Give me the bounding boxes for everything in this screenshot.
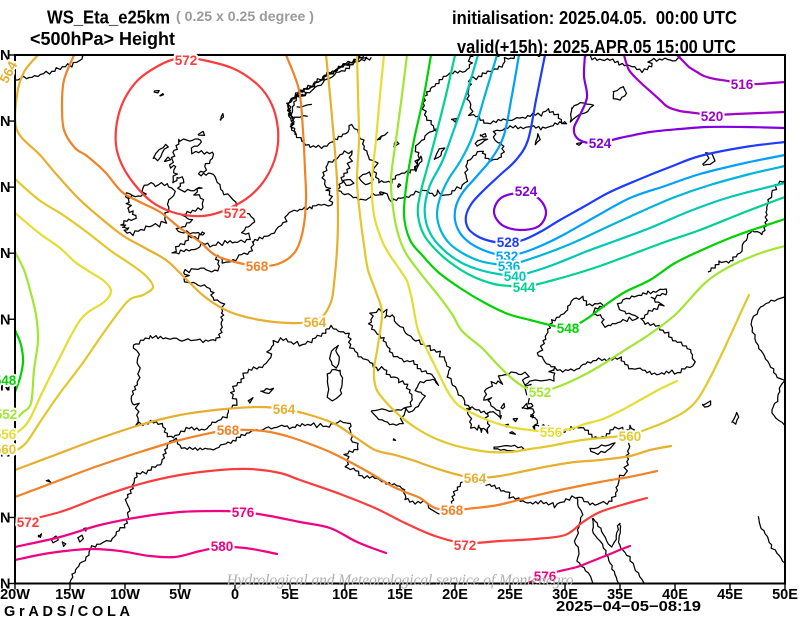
svg-text:15W: 15W	[55, 587, 85, 603]
svg-text:568: 568	[441, 503, 464, 518]
svg-text:65N: 65N	[0, 48, 11, 64]
svg-text:60N: 60N	[0, 114, 11, 130]
svg-text:560: 560	[0, 442, 16, 457]
svg-text:564: 564	[464, 471, 487, 486]
svg-text:20E: 20E	[442, 587, 468, 603]
svg-text:552: 552	[529, 385, 552, 400]
svg-text:25E: 25E	[497, 587, 523, 603]
svg-text:5E: 5E	[281, 587, 299, 603]
svg-text:564: 564	[304, 315, 327, 330]
svg-text:50E: 50E	[772, 587, 798, 603]
svg-text:30E: 30E	[552, 587, 578, 603]
svg-text:<500hPa> Height: <500hPa> Height	[30, 28, 175, 49]
svg-text:20W: 20W	[0, 587, 30, 603]
svg-text:30N: 30N	[0, 510, 11, 526]
svg-text:544: 544	[513, 280, 536, 295]
svg-text:516: 516	[731, 77, 754, 92]
svg-text:548: 548	[557, 321, 580, 336]
svg-text:536: 536	[498, 259, 521, 274]
svg-text:45E: 45E	[717, 587, 743, 603]
svg-text:valid(+15h): 2025.APR.05 15:00: valid(+15h): 2025.APR.05 15:00 UTC	[457, 37, 736, 57]
svg-text:572: 572	[454, 538, 477, 553]
svg-text:WS_Eta_e25km: WS_Eta_e25km	[47, 7, 170, 28]
svg-text:Hydrological and Meteorologica: Hydrological and Meteorological service …	[226, 572, 574, 589]
svg-text:572: 572	[17, 515, 40, 530]
svg-text:524: 524	[589, 136, 612, 151]
svg-text:( 0.25 x 0.25 degree ): ( 0.25 x 0.25 degree )	[176, 9, 314, 24]
svg-text:552: 552	[0, 407, 17, 422]
svg-text:556: 556	[0, 427, 17, 442]
svg-text:0: 0	[231, 587, 239, 603]
svg-text:40N: 40N	[0, 378, 11, 394]
svg-text:572: 572	[175, 53, 198, 68]
svg-text:5W: 5W	[169, 587, 191, 603]
svg-text:572: 572	[224, 206, 247, 221]
svg-text:45N: 45N	[0, 312, 11, 328]
svg-text:2025−04−05−08:19: 2025−04−05−08:19	[556, 599, 701, 615]
svg-text:568: 568	[217, 423, 240, 438]
svg-text:532: 532	[496, 249, 519, 264]
svg-text:540: 540	[504, 269, 527, 284]
svg-text:15E: 15E	[387, 587, 413, 603]
svg-text:10W: 10W	[110, 587, 140, 603]
svg-text:25N: 25N	[0, 577, 11, 593]
svg-text:576: 576	[534, 569, 557, 584]
svg-text:524: 524	[515, 184, 538, 199]
svg-text:576: 576	[232, 505, 255, 520]
svg-text:556: 556	[540, 425, 563, 440]
svg-text:568: 568	[246, 259, 269, 274]
svg-text:520: 520	[701, 109, 724, 124]
svg-text:528: 528	[497, 235, 520, 250]
svg-text:initialisation: 2025.04.05. 0: initialisation: 2025.04.05. 00:00 UTC	[452, 8, 737, 28]
svg-text:40E: 40E	[662, 587, 688, 603]
svg-text:564: 564	[273, 402, 296, 417]
svg-text:50N: 50N	[0, 246, 11, 262]
svg-text:10E: 10E	[332, 587, 358, 603]
svg-text:35N: 35N	[0, 444, 11, 460]
svg-text:580: 580	[211, 539, 234, 554]
svg-text:35E: 35E	[607, 587, 633, 603]
svg-text:548: 548	[0, 373, 17, 388]
svg-text:55N: 55N	[0, 180, 11, 196]
svg-text:560: 560	[619, 429, 642, 444]
